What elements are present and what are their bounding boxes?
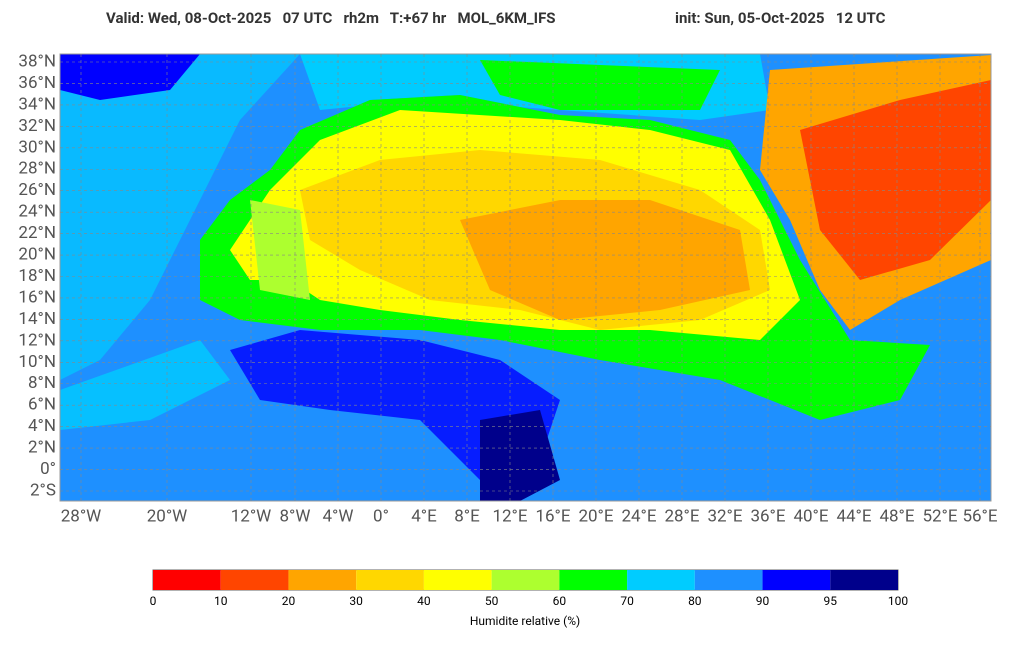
colorbar-segment <box>153 570 221 590</box>
lat-label: 18°N <box>18 266 56 286</box>
lon-label: 44°E <box>836 506 871 526</box>
lon-label: 20°E <box>578 506 613 526</box>
colorbar-tick-label: 90 <box>756 594 770 608</box>
lat-label: 4°N <box>28 416 56 436</box>
colorbar-tick-label: 20 <box>282 594 296 608</box>
colorbar-segment <box>627 570 695 590</box>
colorbar-tick-label: 30 <box>349 594 363 608</box>
lat-label: 24°N <box>18 202 56 222</box>
colorbar-tick-label: 40 <box>417 594 431 608</box>
colorbar-tick-label: 70 <box>620 594 634 608</box>
colorbar-tick-label: 50 <box>485 594 499 608</box>
lat-label: 32°N <box>18 116 56 136</box>
colorbar-segment <box>762 570 831 590</box>
lat-label: 16°N <box>18 287 56 307</box>
lon-label: 24°E <box>621 506 656 526</box>
lon-label: 32°E <box>707 506 742 526</box>
map-frame <box>59 53 992 502</box>
lon-label: 12°E <box>492 506 527 526</box>
lat-label: 22°N <box>18 223 56 243</box>
colorbar-tick-label: 0 <box>150 594 157 608</box>
colorbar-segment <box>491 570 560 590</box>
lat-label: 38°N <box>18 51 56 71</box>
lat-label: 0° <box>40 459 56 479</box>
lon-label: 8°E <box>454 506 480 526</box>
lon-label: 40°E <box>793 506 828 526</box>
lat-label: 30°N <box>18 137 56 157</box>
lon-label: 4°W <box>323 506 354 526</box>
colorbar-segment <box>423 570 492 590</box>
colorbar-segment <box>694 570 763 590</box>
lon-label: 28°E <box>664 506 699 526</box>
lat-label: 12°N <box>18 330 56 350</box>
lon-label: 0° <box>373 506 389 526</box>
lat-label: 36°N <box>18 73 56 93</box>
lat-label: 14°N <box>18 309 56 329</box>
colorbar-segment <box>288 570 357 590</box>
colorbar-segment <box>830 570 898 590</box>
colorbar-tick-label: 10 <box>214 594 228 608</box>
lat-label: 26°N <box>18 180 56 200</box>
colorbar-segment <box>356 570 424 590</box>
lon-label: 52°E <box>922 506 957 526</box>
lon-label: 56°E <box>962 506 997 526</box>
lat-label: 10°N <box>18 352 56 372</box>
lon-label: 16°E <box>535 506 570 526</box>
colorbar-tick-label: 60 <box>553 594 567 608</box>
colorbar-tick-label: 80 <box>688 594 702 608</box>
lat-label: 2°N <box>28 438 56 458</box>
lon-label: 48°E <box>879 506 914 526</box>
lat-label: 2°S <box>30 480 56 500</box>
colorbar-segment <box>220 570 289 590</box>
lat-label: 34°N <box>18 94 56 114</box>
lon-label: 36°E <box>750 506 785 526</box>
init-title: init: Sun, 05-Oct-2025 12 UTC <box>675 9 886 27</box>
lat-label: 6°N <box>28 395 56 415</box>
colorbar-segment <box>559 570 628 590</box>
colorbar-label: Humidite relative (%) <box>470 614 580 628</box>
lat-label: 8°N <box>28 373 56 393</box>
colorbar-tick-label: 95 <box>824 594 838 608</box>
colorbar-tick-label: 100 <box>888 594 908 608</box>
lat-label: 28°N <box>18 159 56 179</box>
lat-label: 20°N <box>18 245 56 265</box>
graticule <box>60 54 991 501</box>
lon-label: 8°W <box>280 506 311 526</box>
lon-label: 4°E <box>411 506 437 526</box>
lon-label: 28°W <box>61 506 102 526</box>
map-field <box>60 54 991 501</box>
lon-label: 20°W <box>147 506 188 526</box>
lon-label: 12°W <box>231 506 272 526</box>
valid-title: Valid: Wed, 08-Oct-2025 07 UTC rh2m T:+6… <box>106 9 556 27</box>
